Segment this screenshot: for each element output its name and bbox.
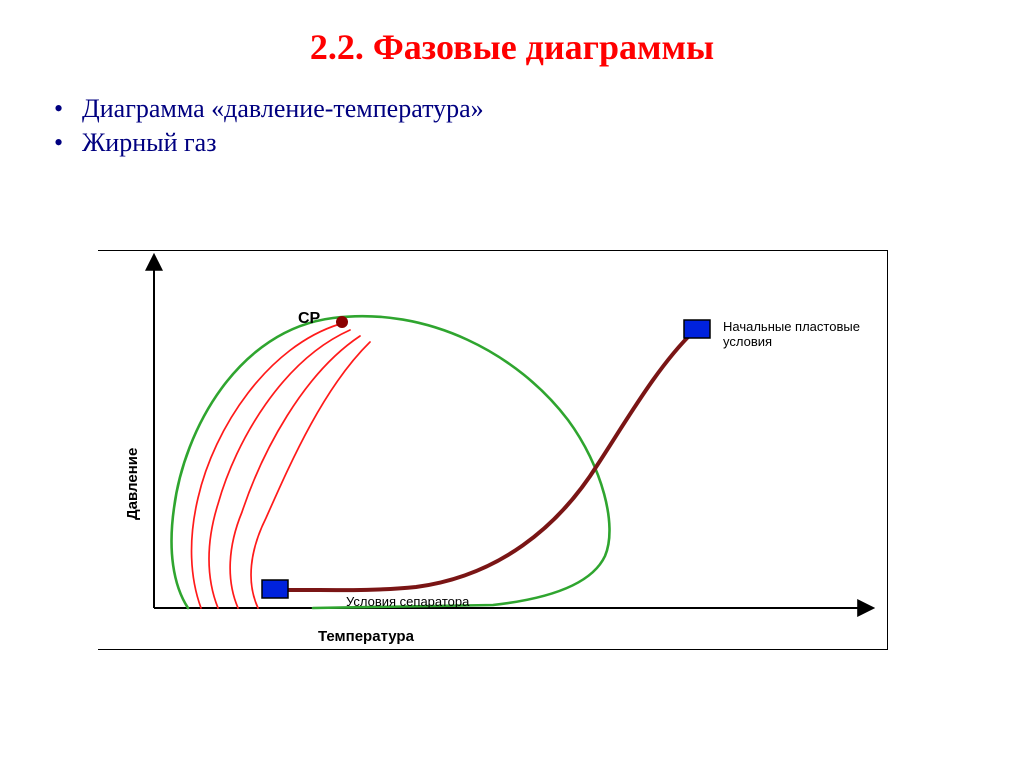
slide-title: 2.2. Фазовые диаграммы [0, 26, 1024, 68]
y-axis-label: Давление [124, 448, 141, 520]
bullet-item: Диаграмма «давление-температура» [48, 92, 1024, 126]
bullet-item: Жирный газ [48, 126, 1024, 160]
chart-frame [98, 250, 888, 650]
critical-point-label: CP [298, 310, 320, 328]
x-axis-label: Температура [318, 628, 414, 645]
phase-diagram: Давление Температура CP Начальные пласто… [98, 250, 888, 650]
bullet-list: Диаграмма «давление-температура» Жирный … [48, 92, 1024, 160]
initial-reservoir-label: Начальные пластовые условия [723, 320, 903, 350]
separator-label: Условия сепаратора [346, 594, 546, 609]
